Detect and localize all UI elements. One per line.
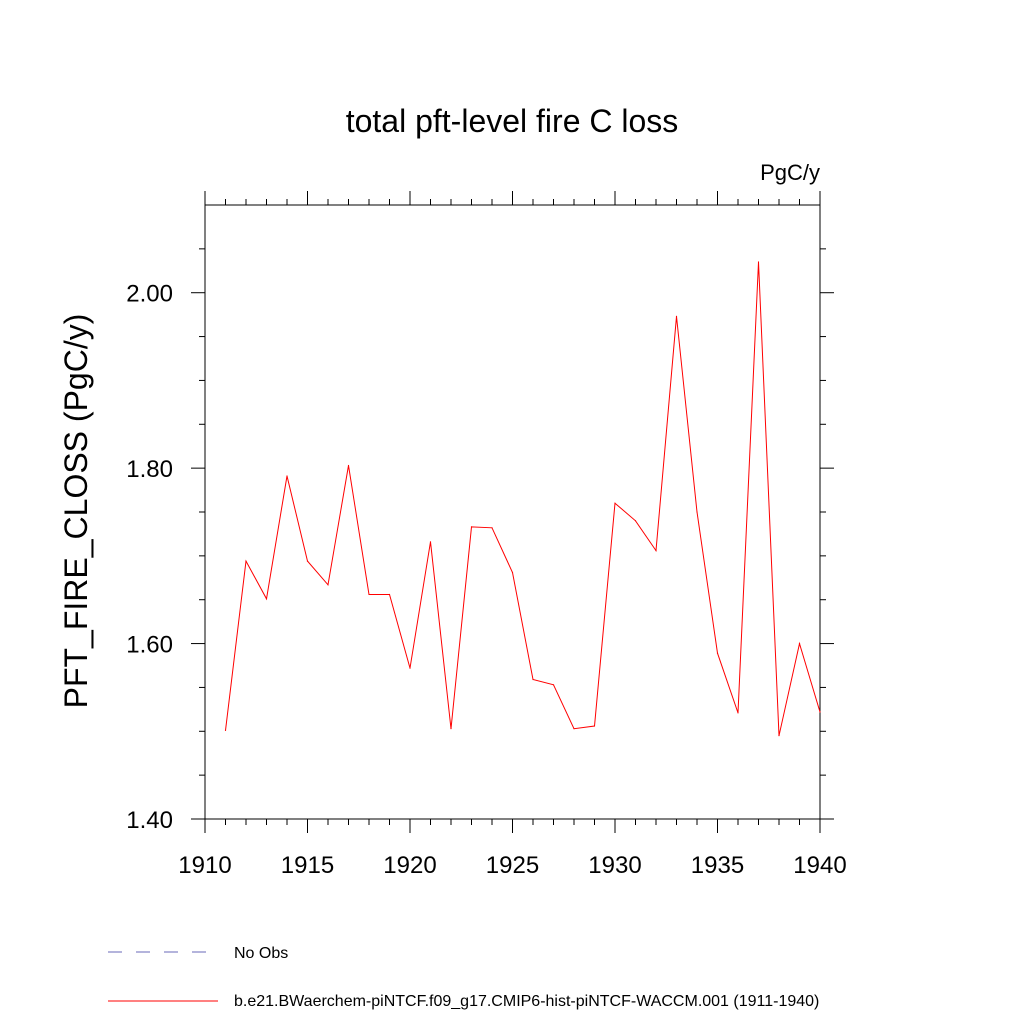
data-point [737, 712, 739, 714]
data-point [450, 728, 452, 730]
y-tick-labels: 1.40 1.60 1.80 2.00 [126, 281, 173, 834]
data-point [614, 502, 616, 504]
data-point [265, 598, 268, 600]
data-point [409, 667, 411, 669]
legend: No Obs b.e21.BWaerchem-piNTCF.f09_g17.CM… [108, 945, 819, 1010]
data-point [532, 678, 534, 681]
chart-title: total pft-level fire C loss [346, 103, 679, 139]
data-point [655, 549, 657, 552]
data-point [491, 527, 493, 529]
x-tick-labels: 1910 1915 1920 1925 1930 1935 1940 [178, 852, 846, 879]
data-point [778, 735, 780, 737]
data-point [306, 560, 309, 562]
data-point [368, 593, 370, 596]
data-point [327, 584, 329, 586]
data-point [593, 725, 596, 727]
data-point [757, 261, 760, 263]
data-point [573, 728, 575, 730]
data-point [696, 511, 698, 513]
plot-frame [204, 204, 821, 820]
data-point [511, 571, 514, 574]
units-label: PgC/y [760, 160, 820, 185]
y-tick-label: 1.80 [126, 456, 173, 483]
data-point [716, 652, 719, 654]
y-axis-label: PFT_FIRE_CLOSS (PgC/y) [58, 314, 94, 709]
data-point [347, 464, 350, 467]
data-point [634, 520, 637, 522]
x-tick-label: 1925 [486, 852, 539, 879]
legend-label-model: b.e21.BWaerchem-piNTCF.f09_g17.CMIP6-his… [234, 993, 819, 1010]
x-tick-label: 1930 [588, 852, 641, 879]
data-point [286, 475, 288, 477]
y-tick-label: 1.40 [126, 807, 173, 834]
axis-ticks [191, 191, 834, 833]
legend-label-no-obs: No Obs [234, 945, 288, 962]
data-point [798, 642, 801, 645]
x-tick-label: 1940 [793, 852, 846, 879]
data-point [224, 729, 227, 732]
data-point [819, 711, 821, 713]
x-tick-label: 1920 [383, 852, 436, 879]
x-tick-label: 1935 [691, 852, 744, 879]
data-point [245, 560, 247, 562]
series-line [225, 261, 821, 736]
data-point [429, 541, 432, 543]
y-tick-label: 1.60 [126, 632, 173, 659]
x-tick-label: 1910 [178, 852, 231, 879]
x-tick-label: 1915 [281, 852, 334, 879]
data-point [675, 315, 678, 317]
data-point [552, 684, 555, 686]
data-point [388, 593, 391, 596]
series-group [224, 261, 821, 737]
data-point [470, 526, 473, 528]
y-tick-label: 2.00 [126, 281, 173, 308]
